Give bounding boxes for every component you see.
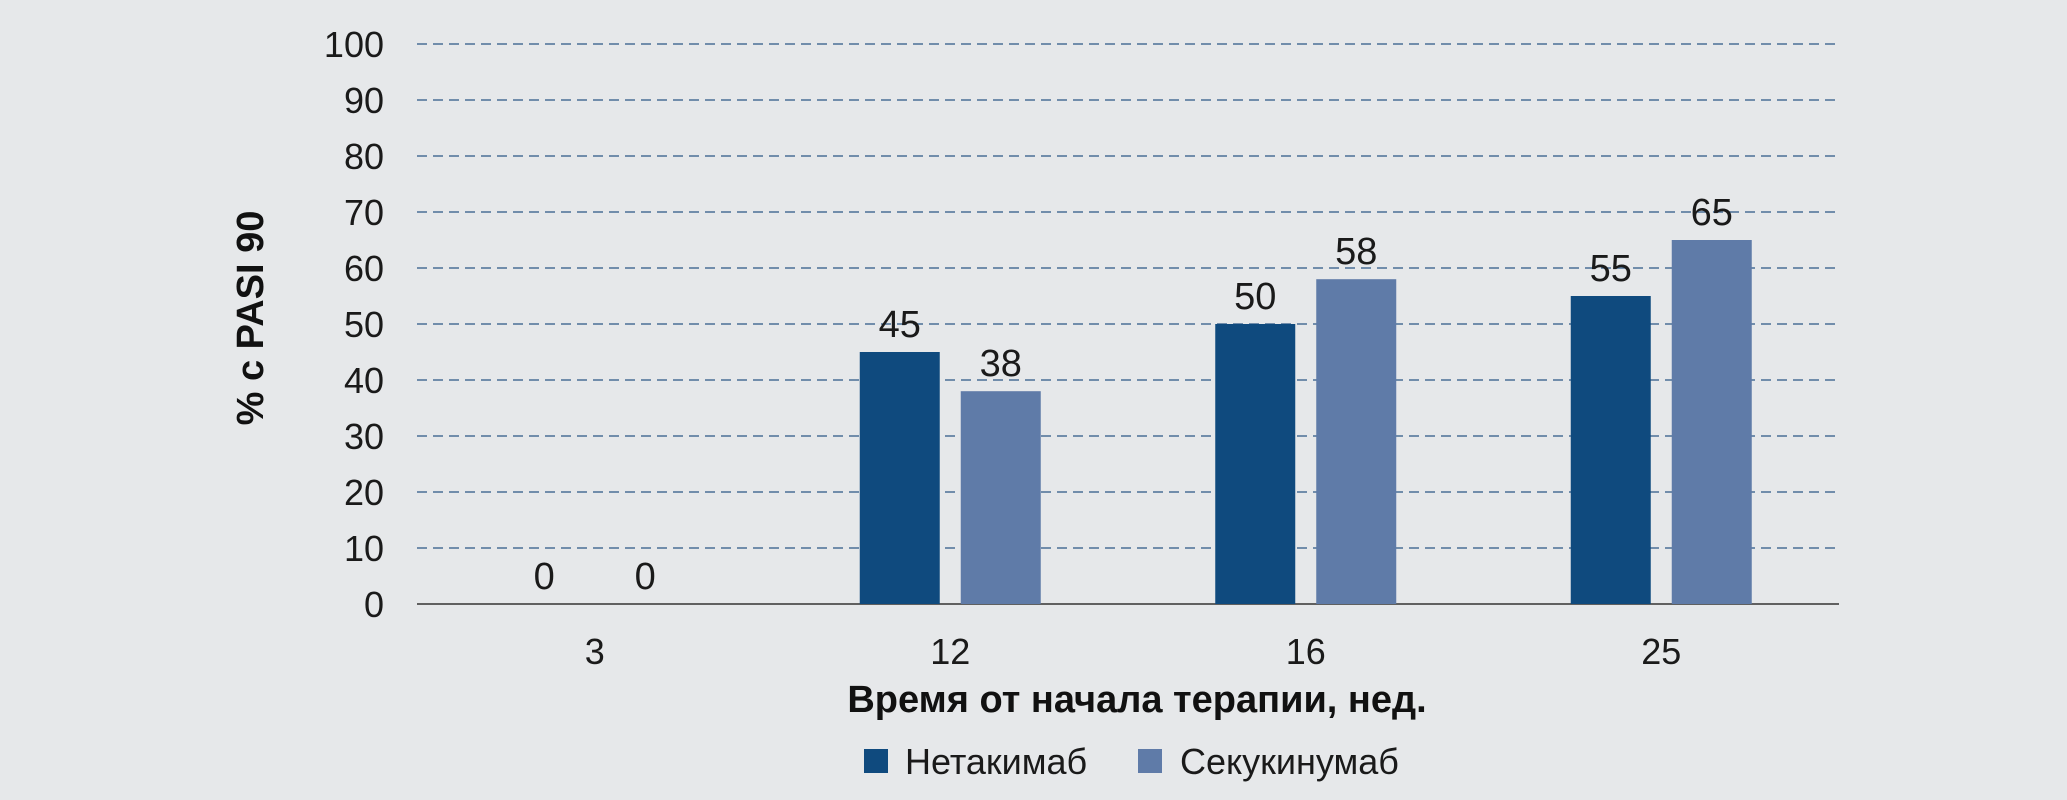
y-axis-title: % с PASI 90 — [230, 211, 272, 426]
y-tick-label-60: 60 — [344, 248, 384, 289]
legend-swatch-secukinumab — [1138, 749, 1162, 773]
x-axis-ticks: 3 12 16 25 — [585, 631, 1682, 672]
y-tick-label-40: 40 — [344, 360, 384, 401]
x-axis-title: Время от начала терапии, нед. — [847, 679, 1426, 721]
legend-label-netakimab: Нетакимаб — [905, 741, 1087, 782]
x-tick-label-16: 16 — [1286, 631, 1326, 672]
bar-netakimab-12 — [859, 352, 940, 604]
data-label-secukinumab-12: 38 — [980, 343, 1022, 385]
y-tick-label-0: 0 — [364, 584, 384, 625]
bar-netakimab-25 — [1570, 296, 1651, 604]
bar-secukinumab-16 — [1316, 279, 1397, 604]
bars — [859, 240, 1752, 604]
y-tick-label-90: 90 — [344, 80, 384, 121]
bar-secukinumab-12 — [960, 391, 1041, 604]
x-tick-label-12: 12 — [930, 631, 970, 672]
bar-secukinumab-25 — [1671, 240, 1752, 604]
y-tick-label-70: 70 — [344, 192, 384, 233]
x-tick-label-25: 25 — [1641, 631, 1681, 672]
y-tick-label-100: 100 — [324, 24, 384, 65]
y-tick-label-20: 20 — [344, 472, 384, 513]
y-tick-label-80: 80 — [344, 136, 384, 177]
data-label-netakimab-3: 0 — [534, 556, 555, 598]
data-label-secukinumab-3: 0 — [635, 556, 656, 598]
data-label-netakimab-12: 45 — [879, 304, 921, 346]
y-tick-label-50: 50 — [344, 304, 384, 345]
y-axis-ticks: 0 10 20 30 40 50 60 70 80 90 100 — [324, 24, 384, 625]
x-tick-label-3: 3 — [585, 631, 605, 672]
data-label-secukinumab-16: 58 — [1335, 231, 1377, 273]
y-tick-label-30: 30 — [344, 416, 384, 457]
data-label-netakimab-25: 55 — [1590, 248, 1632, 290]
legend: Нетакимаб Секукинумаб — [864, 741, 1399, 782]
y-tick-label-10: 10 — [344, 528, 384, 569]
legend-swatch-netakimab — [864, 749, 888, 773]
legend-label-secukinumab: Секукинумаб — [1180, 741, 1399, 782]
bar-netakimab-16 — [1215, 324, 1296, 604]
data-label-secukinumab-25: 65 — [1691, 192, 1733, 234]
data-label-netakimab-16: 50 — [1234, 276, 1276, 318]
data-labels: 0 0 45 38 50 58 55 65 — [534, 192, 1733, 598]
